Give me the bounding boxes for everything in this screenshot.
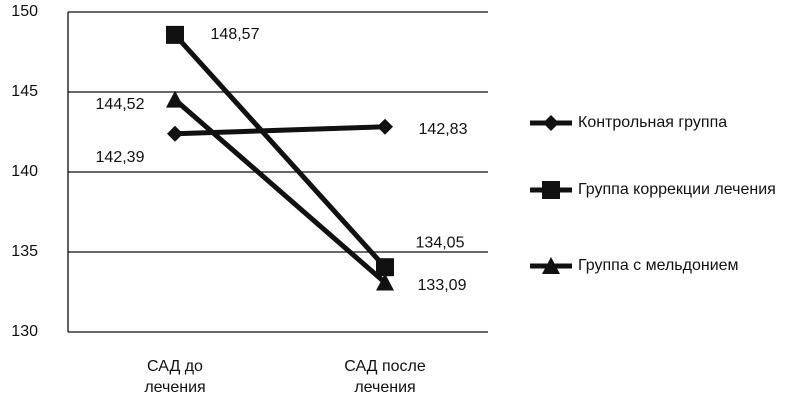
x-tick-label: САД до лечения <box>144 358 206 396</box>
value-label: 144,52 <box>96 96 145 113</box>
marker <box>167 125 183 142</box>
y-tick-label: 150 <box>11 3 38 20</box>
legend-label: Группа с мельдонием <box>578 257 739 274</box>
marker <box>542 257 560 274</box>
y-tick-label: 145 <box>11 83 38 100</box>
legend-label: Контрольная группа <box>578 114 728 131</box>
marker <box>377 118 393 135</box>
value-label: 133,09 <box>418 277 467 294</box>
x-tick-label: САД после лечения <box>344 358 426 396</box>
marker <box>543 115 559 131</box>
value-label: 142,83 <box>419 121 468 138</box>
line <box>173 33 387 269</box>
value-label: 142,39 <box>96 149 145 166</box>
marker <box>166 90 184 108</box>
value-label: 134,05 <box>416 234 465 251</box>
y-tick-label: 140 <box>11 163 38 180</box>
value-label: 148,57 <box>211 26 260 43</box>
marker <box>542 181 560 199</box>
marker <box>376 258 394 277</box>
legend-label: Группа коррекции лечения <box>578 181 776 198</box>
line <box>173 97 387 285</box>
y-tick-label: 130 <box>11 323 38 340</box>
marker <box>376 273 394 291</box>
y-tick-label: 135 <box>11 243 38 260</box>
marker <box>166 25 184 44</box>
